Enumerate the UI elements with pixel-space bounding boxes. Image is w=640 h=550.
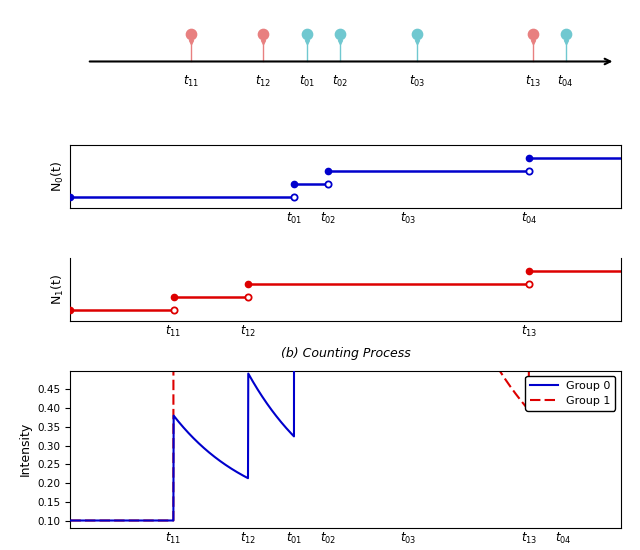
Text: $t_{02}$: $t_{02}$: [332, 74, 348, 89]
Group 1: [95, 517, 102, 524]
Text: (b) Counting Process: (b) Counting Process: [281, 347, 410, 360]
Group 0: [319, 56, 327, 62]
Y-axis label: N$_0$(t): N$_0$(t): [50, 161, 66, 192]
Line: Group 1: Group 1: [70, 0, 621, 520]
Text: $t_{04}$: $t_{04}$: [557, 74, 574, 89]
Point: [527, 30, 538, 39]
Point: [302, 30, 312, 39]
Point: [258, 30, 268, 39]
Group 0: [500, 218, 508, 225]
Line: Group 0: Group 0: [70, 0, 621, 520]
Text: $t_{11}$: $t_{11}$: [183, 74, 200, 89]
Group 0: [601, 97, 609, 104]
Y-axis label: Intensity: Intensity: [19, 422, 32, 476]
Text: $t_{01}$: $t_{01}$: [299, 74, 316, 89]
Group 1: [500, 373, 508, 380]
Group 1: [67, 517, 74, 524]
Group 0: [601, 96, 609, 103]
Point: [561, 30, 571, 39]
Text: $t_{03}$: $t_{03}$: [409, 74, 426, 89]
Point: [335, 30, 345, 39]
Y-axis label: N$_1$(t): N$_1$(t): [50, 274, 66, 305]
Point: [186, 30, 196, 39]
Point: [412, 30, 422, 39]
Legend: Group 0, Group 1: Group 0, Group 1: [525, 376, 615, 410]
Group 0: [617, 170, 625, 177]
Group 0: [67, 517, 74, 524]
Text: $t_{12}$: $t_{12}$: [255, 74, 271, 89]
Text: $t_{13}$: $t_{13}$: [525, 74, 541, 89]
Text: (a) Timestamps of Events: (a) Timestamps of Events: [266, 152, 426, 165]
Group 0: [95, 517, 102, 524]
